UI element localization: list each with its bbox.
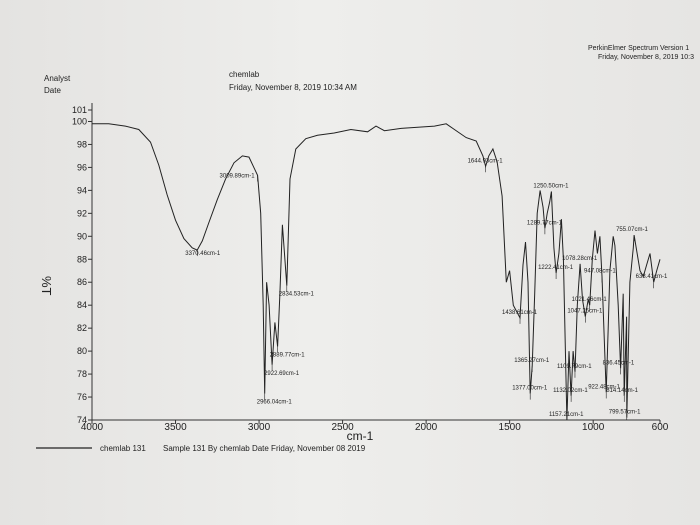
peak-label: 2834.53cm-1: [279, 292, 315, 298]
y-tick-label: 76: [77, 392, 87, 402]
y-tick-label: 88: [77, 254, 87, 264]
y-tick-label: 92: [77, 208, 87, 218]
x-axis-title: cm-1: [347, 429, 374, 443]
x-tick-label: 4000: [81, 422, 104, 433]
peak-label: 1047.25cm-1: [567, 309, 603, 315]
spectrum-line: [92, 123, 661, 421]
y-tick-label: 84: [77, 300, 87, 310]
date-value: Friday, November 8, 2019 10:34 AM: [229, 83, 357, 92]
y-tick-label: 96: [77, 162, 87, 172]
y-tick-label: 86: [77, 277, 87, 287]
peak-label: 1644.93cm-1: [468, 158, 504, 164]
peak-label: 755.07cm-1: [616, 227, 648, 233]
peak-label: 947.08cm-1: [584, 268, 616, 274]
x-tick-label: 1000: [582, 422, 605, 433]
legend-sample-text: Sample 131 By chemlab Date Friday, Novem…: [163, 444, 366, 453]
x-tick-label: 3000: [248, 422, 271, 433]
y-axis-title: %T: [39, 276, 54, 296]
date-label: Date: [44, 86, 61, 95]
peak-label: 2922.69cm-1: [264, 371, 300, 377]
x-tick-label: 3500: [164, 422, 187, 433]
vendor-line: PerkinElmer Spectrum Version 1: [588, 45, 690, 52]
peak-label: 1250.50cm-1: [533, 184, 569, 190]
peak-label: 3009.89cm-1: [220, 173, 256, 179]
x-tick-label: 1500: [499, 422, 522, 433]
y-tick-label: 90: [77, 231, 87, 241]
peak-label: 2966.04cm-1: [257, 400, 293, 406]
y-tick-label: 80: [77, 346, 87, 356]
vendor-date: Friday, November 8, 2019 10:3: [598, 54, 694, 61]
y-tick-label: 100: [72, 116, 87, 126]
y-tick-label: 78: [77, 369, 87, 379]
y-tick-label: 82: [77, 323, 87, 333]
legend-series-label: chemlab 131: [100, 444, 146, 453]
y-tick-label: 98: [77, 139, 87, 149]
x-tick-label: 2000: [415, 422, 438, 433]
peak-label: 836.45cm-1: [603, 360, 635, 366]
x-tick-label: 600: [652, 422, 669, 433]
y-tick-label: 94: [77, 185, 87, 195]
x-tick-label: 2500: [331, 422, 354, 433]
y-tick-label: 101: [72, 105, 87, 115]
peak-label: 2889.77cm-1: [270, 353, 306, 359]
peak-label: 1078.28cm-1: [562, 256, 598, 262]
peak-label: 638.41cm-1: [636, 274, 668, 280]
peak-label: 922.48cm-1: [588, 384, 620, 390]
analyst-value: chemlab: [229, 70, 260, 79]
peak-label: 3370.46cm-1: [185, 251, 221, 257]
peak-label: 799.57cm-1: [609, 410, 641, 416]
y-tick-label: 74: [77, 415, 87, 425]
analyst-label: Analyst: [44, 74, 71, 83]
peak-label: 814.14cm-1: [606, 388, 638, 394]
